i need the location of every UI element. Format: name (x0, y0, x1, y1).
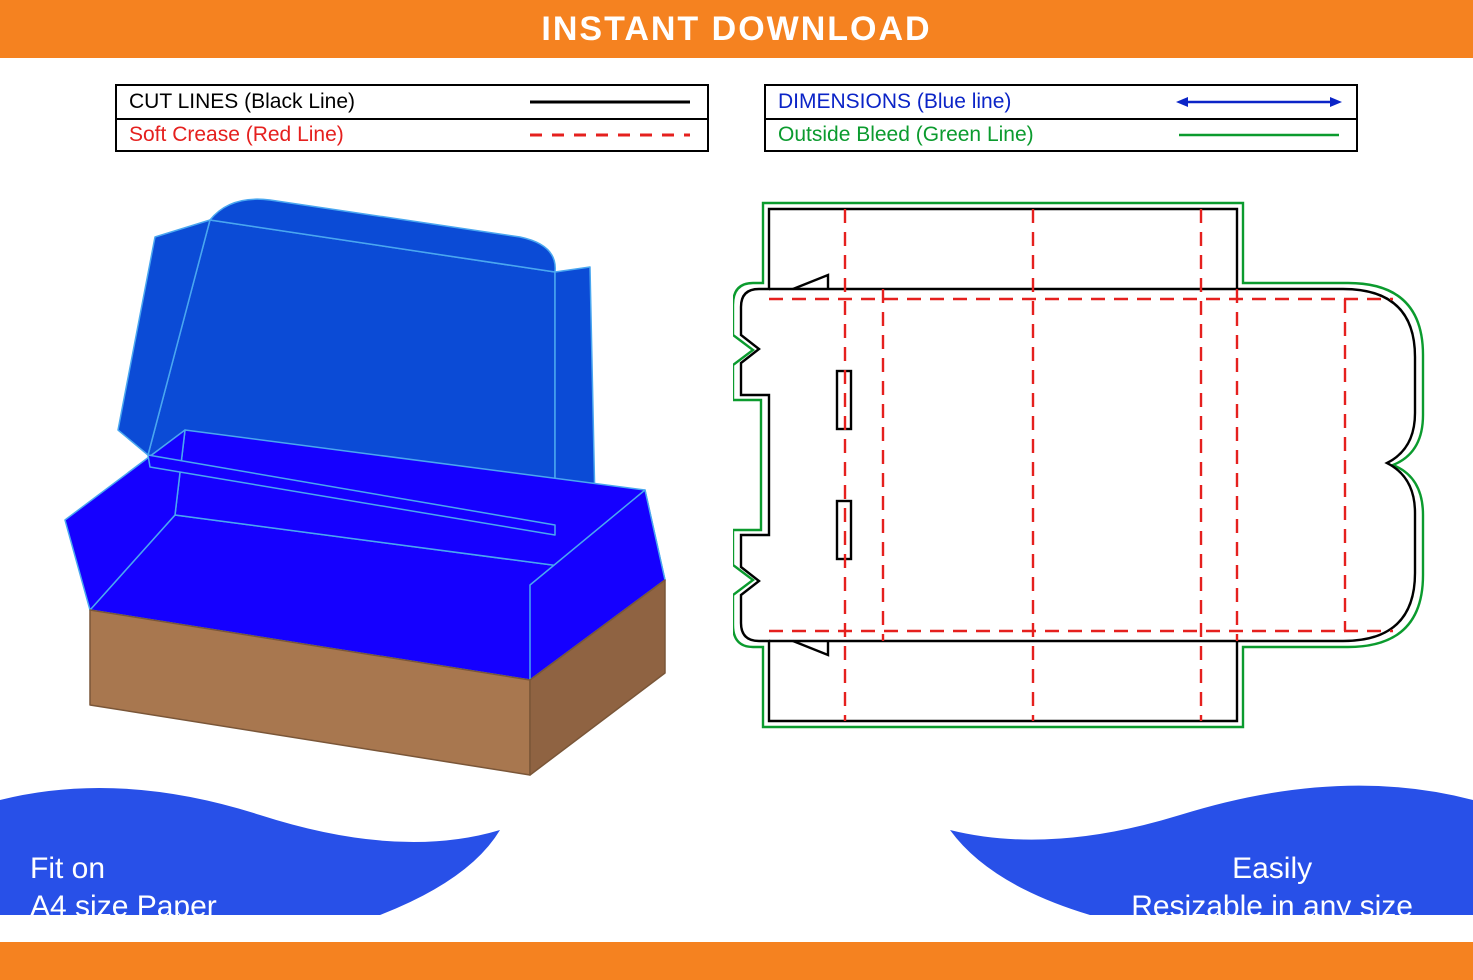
legend-table-right: DIMENSIONS (Blue line) Outside Bleed (Gr… (764, 84, 1358, 152)
legend-label: DIMENSIONS (Blue line) (778, 90, 1174, 114)
legend-table-left: CUT LINES (Black Line) Soft Crease (Red … (115, 84, 709, 152)
callout-left: Fit on A4 size Paper (30, 850, 217, 925)
legend-area: CUT LINES (Black Line) Soft Crease (Red … (115, 84, 1358, 152)
legend-row-crease: Soft Crease (Red Line) (117, 118, 707, 150)
callout-left-line2: A4 size Paper (30, 888, 217, 926)
legend-row-dim: DIMENSIONS (Blue line) (766, 86, 1356, 118)
header-bar: INSTANT DOWNLOAD (0, 0, 1473, 58)
callout-right-line2: Resizable in any size (1131, 888, 1413, 926)
legend-row-bleed: Outside Bleed (Green Line) (766, 118, 1356, 150)
legend-sample-arrow-blue (1174, 86, 1344, 118)
legend-label: CUT LINES (Black Line) (129, 90, 525, 114)
legend-sample-dashed-red (525, 120, 695, 150)
legend-sample-solid-black (525, 86, 695, 118)
content-area (0, 175, 1473, 840)
callout-right: Easily Resizable in any size (1131, 850, 1413, 925)
box-3d-svg (0, 175, 720, 815)
legend-label: Outside Bleed (Green Line) (778, 123, 1174, 147)
callout-right-line1: Easily (1131, 850, 1413, 888)
legend-label: Soft Crease (Red Line) (129, 123, 525, 147)
dieline-pane (733, 175, 1473, 840)
footer-bar (0, 942, 1473, 980)
dieline-svg (733, 175, 1473, 815)
header-title: INSTANT DOWNLOAD (541, 10, 931, 49)
box-3d-pane (0, 175, 733, 840)
legend-sample-solid-green (1174, 120, 1344, 150)
callout-left-line1: Fit on (30, 850, 217, 888)
legend-row-cut: CUT LINES (Black Line) (117, 86, 707, 118)
